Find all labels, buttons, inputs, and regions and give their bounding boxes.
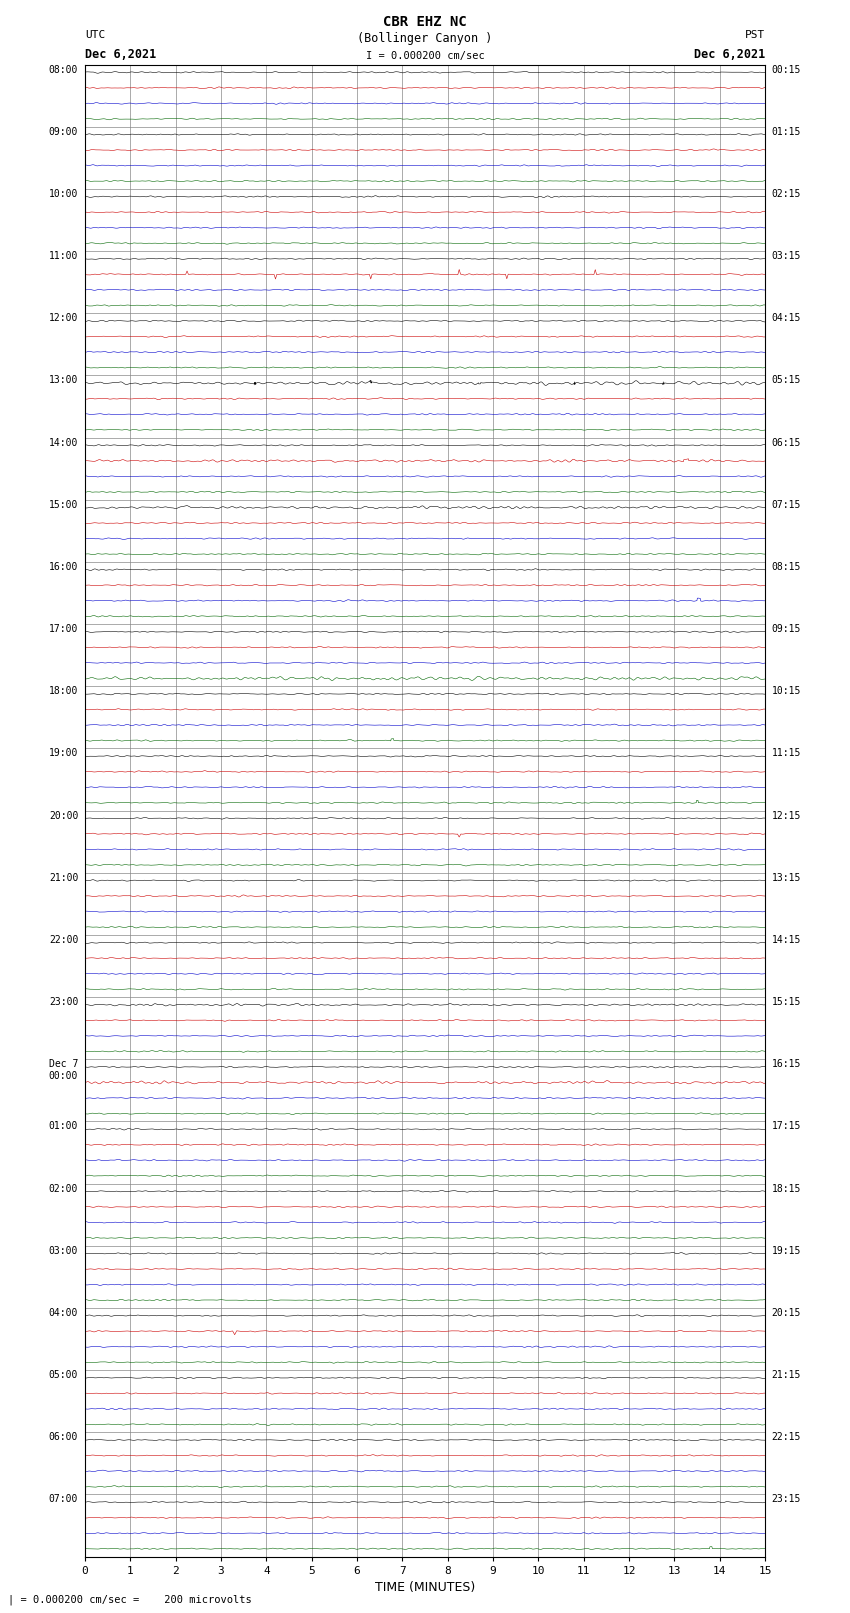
Text: 09:00: 09:00	[48, 127, 78, 137]
Text: 13:15: 13:15	[772, 873, 802, 882]
Text: 06:00: 06:00	[48, 1432, 78, 1442]
Text: 23:00: 23:00	[48, 997, 78, 1007]
Text: 02:15: 02:15	[772, 189, 802, 198]
Text: 08:00: 08:00	[48, 65, 78, 74]
Text: 10:00: 10:00	[48, 189, 78, 198]
Text: 11:15: 11:15	[772, 748, 802, 758]
Text: 22:15: 22:15	[772, 1432, 802, 1442]
Text: 07:15: 07:15	[772, 500, 802, 510]
Text: 08:15: 08:15	[772, 561, 802, 573]
Text: 15:00: 15:00	[48, 500, 78, 510]
Text: 21:15: 21:15	[772, 1369, 802, 1381]
Text: 01:15: 01:15	[772, 127, 802, 137]
Text: 14:15: 14:15	[772, 936, 802, 945]
Text: Dec 7
00:00: Dec 7 00:00	[48, 1060, 78, 1081]
Text: 15:15: 15:15	[772, 997, 802, 1007]
Text: Dec 6,2021: Dec 6,2021	[694, 48, 765, 61]
Text: 09:15: 09:15	[772, 624, 802, 634]
Text: 22:00: 22:00	[48, 936, 78, 945]
Text: 18:15: 18:15	[772, 1184, 802, 1194]
Text: 04:15: 04:15	[772, 313, 802, 323]
Text: 01:00: 01:00	[48, 1121, 78, 1131]
Text: 20:15: 20:15	[772, 1308, 802, 1318]
Text: 05:00: 05:00	[48, 1369, 78, 1381]
Text: 10:15: 10:15	[772, 686, 802, 697]
Text: 03:00: 03:00	[48, 1245, 78, 1255]
Text: 05:15: 05:15	[772, 376, 802, 386]
Text: (Bollinger Canyon ): (Bollinger Canyon )	[357, 32, 493, 45]
Text: 23:15: 23:15	[772, 1494, 802, 1505]
Text: 19:15: 19:15	[772, 1245, 802, 1255]
Text: | = 0.000200 cm/sec =    200 microvolts: | = 0.000200 cm/sec = 200 microvolts	[8, 1594, 252, 1605]
X-axis label: TIME (MINUTES): TIME (MINUTES)	[375, 1581, 475, 1594]
Text: 16:00: 16:00	[48, 561, 78, 573]
Text: 13:00: 13:00	[48, 376, 78, 386]
Text: 17:15: 17:15	[772, 1121, 802, 1131]
Text: UTC: UTC	[85, 31, 105, 40]
Text: 11:00: 11:00	[48, 252, 78, 261]
Text: 14:00: 14:00	[48, 437, 78, 447]
Text: 03:15: 03:15	[772, 252, 802, 261]
Text: 19:00: 19:00	[48, 748, 78, 758]
Text: 00:15: 00:15	[772, 65, 802, 74]
Text: 18:00: 18:00	[48, 686, 78, 697]
Text: 02:00: 02:00	[48, 1184, 78, 1194]
Text: 17:00: 17:00	[48, 624, 78, 634]
Text: 12:15: 12:15	[772, 810, 802, 821]
Text: CBR EHZ NC: CBR EHZ NC	[383, 15, 467, 29]
Text: 21:00: 21:00	[48, 873, 78, 882]
Text: 12:00: 12:00	[48, 313, 78, 323]
Text: I = 0.000200 cm/sec: I = 0.000200 cm/sec	[366, 52, 484, 61]
Text: 07:00: 07:00	[48, 1494, 78, 1505]
Text: 04:00: 04:00	[48, 1308, 78, 1318]
Text: 20:00: 20:00	[48, 810, 78, 821]
Text: PST: PST	[745, 31, 765, 40]
Text: Dec 6,2021: Dec 6,2021	[85, 48, 156, 61]
Text: 16:15: 16:15	[772, 1060, 802, 1069]
Text: 06:15: 06:15	[772, 437, 802, 447]
